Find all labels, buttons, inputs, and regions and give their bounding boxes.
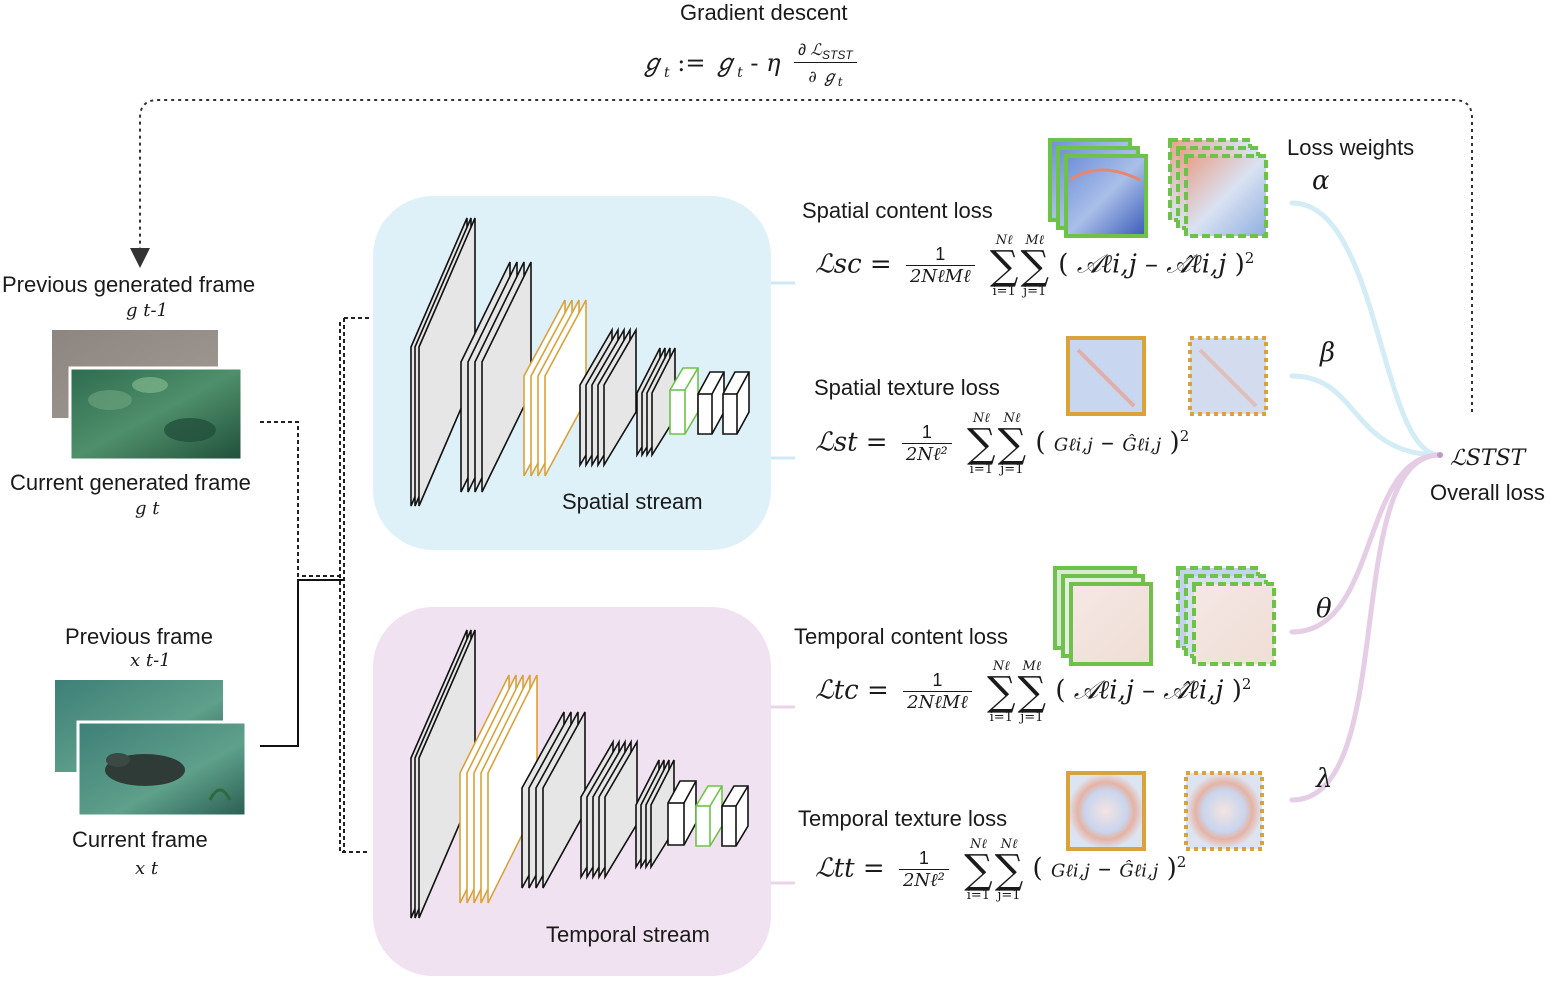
temporal-texture-generated-gram: [1184, 771, 1264, 851]
temporal-content-feature-maps: [1053, 566, 1153, 666]
gradient-descent-title: Gradient descent: [680, 0, 848, 25]
temporal-content-generated-maps: [1176, 566, 1276, 666]
spatial-content-loss-title: Spatial content loss: [802, 198, 993, 223]
gradient-feedback-arrow: [130, 99, 1473, 412]
previous-frame-label: Previous frame: [65, 624, 213, 649]
spatial-texture-generated-gram: [1188, 336, 1268, 416]
temporal-texture-gram: [1066, 771, 1146, 851]
spatial-content-equation: ℒsc = 1 2NℓMℓ Nℓ ∑ i=1 Mℓ ∑ j=1 ( 𝒜ℓi,j – 𝒜̂ℓi…: [815, 233, 1255, 299]
temporal-content-equation: ℒtc = 1 2NℓMℓ Nℓ ∑ i=1 Mℓ ∑ j=1 ( 𝒜ℓi,j – 𝒜̂ℓi…: [815, 659, 1252, 725]
overall-loss-label: Overall loss: [1430, 480, 1545, 505]
spatial-texture-gram: [1066, 336, 1146, 416]
overall-loss-node: [1437, 452, 1443, 458]
spatial-content-lhs: ℒsc: [815, 249, 862, 280]
overall-loss-symbol: ℒSTST: [1450, 446, 1526, 471]
alpha-weight: α: [1312, 166, 1330, 196]
spatial-stream-label: Spatial stream: [562, 489, 703, 514]
gradient-descent-formula: ℊt := ℊt - η ∂ ℒSTST ∂ ℊt: [640, 40, 863, 89]
previous-generated-frame-symbol: g t-1: [126, 300, 169, 321]
loss-weights-title: Loss weights: [1287, 135, 1415, 160]
input-frame-connector: [260, 579, 344, 747]
spatial-texture-lhs: ℒst: [815, 427, 858, 458]
current-frame-symbol: x t: [135, 858, 159, 879]
temporal-content-lhs: ℒtc: [815, 675, 859, 706]
previous-frame-symbol: x t-1: [130, 650, 171, 671]
temporal-stream-layers: [410, 629, 749, 919]
temporal-content-loss-title: Temporal content loss: [794, 624, 1008, 649]
temporal-texture-loss-title: Temporal texture loss: [798, 806, 1008, 831]
current-generated-frame-label: Current generated frame: [10, 470, 251, 495]
lambda-weight: λ: [1316, 764, 1333, 794]
spatial-content-feature-maps: [1048, 138, 1148, 238]
theta-weight: θ: [1316, 594, 1332, 624]
current-frame-label: Current frame: [72, 827, 208, 852]
temporal-stream-label: Temporal stream: [546, 922, 710, 947]
beta-weight: β: [1320, 338, 1336, 368]
spatial-stream-layers: [410, 217, 750, 507]
temporal-texture-lhs: ℒtt: [815, 853, 855, 884]
current-generated-frame-image: [68, 366, 244, 462]
spatial-content-generated-maps: [1168, 138, 1268, 238]
spatial-texture-loss-title: Spatial texture loss: [814, 375, 1000, 400]
current-generated-frame-symbol: g t: [135, 498, 160, 519]
temporal-texture-equation: ℒtt = 1 2Nℓ² Nℓ ∑ i=1 Nℓ ∑ j=1 ( Gℓi,j – Ĝℓi,j…: [815, 837, 1187, 903]
previous-generated-frame-label: Previous generated frame: [2, 272, 256, 297]
current-frame-image: [76, 720, 248, 818]
stream-to-loss-connectors: [771, 281, 795, 885]
loss-weight-curves: [1289, 200, 1443, 803]
spatial-texture-equation: ℒst = 1 2Nℓ² Nℓ ∑ i=1 Nℓ ∑ j=1 ( Gℓi,j – Ĝℓi,j…: [815, 411, 1190, 477]
generated-frame-connector: [260, 317, 370, 853]
